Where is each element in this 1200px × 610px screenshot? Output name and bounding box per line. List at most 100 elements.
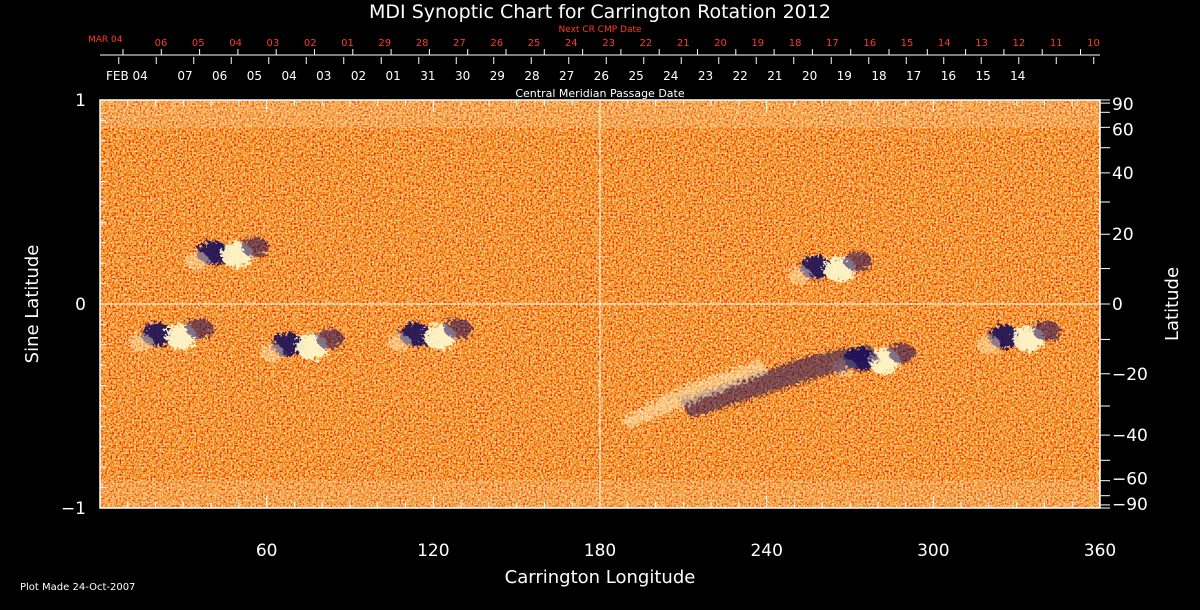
cmp-day-label: 03	[316, 69, 331, 83]
y-left-axis-label: Sine Latitude	[22, 245, 43, 364]
next-cr-day-label: 01	[341, 38, 354, 49]
cmp-day-label: 17	[906, 69, 921, 83]
y-right-tick-label: −90	[1112, 495, 1148, 515]
next-cr-day-label: 14	[938, 38, 951, 49]
x-axis-label: Carrington Longitude	[505, 567, 696, 588]
negative-flux-band	[680, 345, 880, 418]
y-left-axis-ticks: 1 0 −1	[61, 91, 110, 519]
cmp-label: Central Meridian Passage Date	[515, 87, 684, 100]
positive-polarity-patch	[260, 343, 284, 362]
cmp-day-label: 06	[212, 69, 227, 83]
next-cr-day-label: 26	[490, 38, 503, 49]
negative-polarity-patch	[1032, 320, 1061, 341]
negative-polarity-patch	[241, 237, 269, 257]
next-cr-day-label: 25	[528, 38, 541, 49]
next-cr-day-label: 04	[229, 38, 242, 49]
next-cr-day-label: 21	[677, 38, 690, 49]
negative-polarity-patch	[843, 251, 872, 272]
negative-polarity-patch	[316, 328, 344, 349]
cmp-day-ticks: 07 06 05 04 03 02 01 31 30 29 28 27 26 25 24 23 22 21 20 19…	[118, 57, 1095, 83]
cmp-day-label: 01	[386, 69, 401, 83]
y-right-tick-label: −40	[1112, 426, 1148, 446]
next-cr-day-label: 11	[1050, 38, 1063, 49]
next-cr-day-label: 18	[789, 38, 802, 49]
next-cr-day-label: 22	[640, 38, 653, 49]
x-tick-label: 360	[1084, 541, 1116, 561]
cmp-day-label: 18	[871, 69, 886, 83]
cmp-day-label: 31	[420, 69, 435, 83]
y-right-axis-label: Latitude	[1162, 267, 1183, 341]
cmp-day-label: 19	[837, 69, 852, 83]
x-tick-label: 300	[917, 541, 949, 561]
next-cr-label: Next CR CMP Date	[558, 25, 642, 35]
cmp-day-label: 07	[177, 69, 192, 83]
next-cr-day-label: 13	[975, 38, 988, 49]
positive-flux-band	[620, 360, 770, 428]
next-cr-day-label: 16	[863, 38, 876, 49]
cmp-day-label: 22	[733, 69, 748, 83]
plot-made-label: Plot Made 24-Oct-2007	[20, 582, 135, 593]
next-cr-month-label: MAR 04	[88, 35, 123, 45]
y-right-tick-label: 0	[1112, 295, 1123, 315]
next-cr-day-label: 28	[416, 38, 429, 49]
active-regions	[129, 237, 1061, 377]
x-tick-label: 180	[584, 541, 616, 561]
y-right-tick-label: 40	[1112, 164, 1134, 184]
y-right-axis-ticks: 90 60 40 20 0 −20 −40 −60 −90	[1100, 95, 1148, 515]
next-cr-day-label: 10	[1087, 38, 1100, 49]
cmp-day-label: 24	[663, 69, 678, 83]
cmp-month-label: FEB 04	[106, 69, 148, 83]
y-left-tick-label: 0	[75, 295, 86, 315]
next-cr-day-label: 23	[602, 38, 615, 49]
y-left-tick-label: 1	[75, 91, 86, 111]
negative-polarity-patch	[443, 318, 472, 339]
next-cr-day-label: 27	[453, 38, 466, 49]
y-right-tick-label: −20	[1112, 365, 1148, 385]
next-cr-day-label: 17	[826, 38, 839, 49]
cmp-day-label: 27	[559, 69, 574, 83]
next-cr-day-label: 02	[304, 38, 317, 49]
next-cr-day-ticks: 06 05 04 03 02 01 29 28 27 26 25 24 23 22 21 20 19 18 17 16…	[122, 38, 1100, 55]
x-tick-label: 120	[417, 541, 449, 561]
next-cr-day-label: 24	[565, 38, 578, 49]
next-cr-day-label: 20	[714, 38, 727, 49]
next-cr-day-label: 06	[155, 38, 168, 49]
y-right-tick-label: 20	[1112, 225, 1134, 245]
cmp-day-label: 23	[698, 69, 713, 83]
next-cr-day-label: 03	[267, 38, 280, 49]
positive-polarity-patch	[129, 333, 154, 352]
cmp-day-label: 29	[490, 69, 505, 83]
cmp-day-label: 15	[975, 69, 990, 83]
negative-polarity-patch	[888, 343, 917, 364]
cmp-day-label: 30	[455, 69, 470, 83]
cmp-day-label: 16	[941, 69, 956, 83]
next-cr-day-label: 05	[192, 38, 205, 49]
chart-title: MDI Synoptic Chart for Carrington Rotati…	[369, 1, 831, 23]
next-cr-day-label: 19	[751, 38, 764, 49]
x-tick-label: 240	[750, 541, 782, 561]
y-right-tick-label: 60	[1112, 120, 1134, 140]
y-right-tick-label: 90	[1112, 95, 1134, 115]
cmp-day-label: 02	[351, 69, 366, 83]
negative-polarity-patch	[185, 318, 214, 339]
cmp-day-label: 26	[594, 69, 609, 83]
y-left-tick-label: −1	[61, 499, 86, 519]
next-cr-day-label: 15	[901, 38, 914, 49]
positive-polarity-patch	[185, 252, 209, 270]
cmp-day-label: 21	[767, 69, 782, 83]
cmp-day-label: 25	[628, 69, 643, 83]
positive-polarity-patch	[787, 266, 812, 285]
cmp-day-label: 05	[247, 69, 262, 83]
cmp-day-label: 20	[802, 69, 817, 83]
positive-polarity-patch	[387, 333, 412, 352]
next-cr-day-label: 12	[1013, 38, 1026, 49]
cmp-day-label: 04	[281, 69, 296, 83]
cmp-day-label: 14	[1010, 69, 1025, 83]
x-axis-ticks: 60 120 180 240 300 360	[127, 100, 1116, 561]
y-right-tick-label: −60	[1112, 470, 1148, 490]
cmp-day-label: 28	[524, 69, 539, 83]
next-cr-day-label: 29	[378, 38, 391, 49]
positive-polarity-patch	[976, 335, 1001, 354]
x-tick-label: 60	[256, 541, 278, 561]
